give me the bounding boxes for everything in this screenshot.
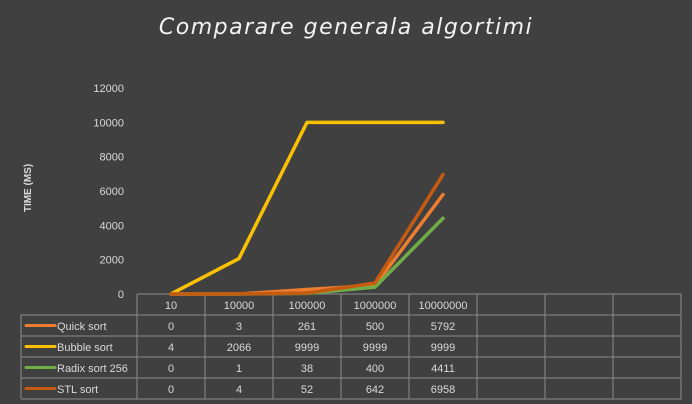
table-cell: 0 [168, 363, 174, 375]
table-cell: 4 [236, 384, 242, 396]
y-tick-label: 2000 [100, 255, 124, 267]
series-line [169, 120, 445, 296]
legend-label: Quick sort [57, 321, 107, 333]
y-tick-label: 8000 [100, 152, 124, 164]
x-category-label: 1000000 [354, 300, 397, 312]
table-cell: 500 [366, 321, 384, 333]
table-cell: 6958 [431, 384, 455, 396]
table-cell: 642 [366, 384, 384, 396]
y-tick-label: 10000 [93, 117, 124, 129]
series-line [169, 172, 445, 296]
plot-area [169, 120, 445, 296]
x-category-label: 10 [165, 300, 177, 312]
table-cell: 9999 [295, 342, 319, 354]
table-cell: 2066 [227, 342, 251, 354]
x-category-label: 10000 [224, 300, 255, 312]
table-cell: 38 [301, 363, 313, 375]
y-tick-label: 6000 [100, 186, 124, 198]
legend-label: Bubble sort [57, 342, 113, 354]
table-cell: 52 [301, 384, 313, 396]
table-cell: 0 [168, 321, 174, 333]
y-tick-label: 12000 [93, 83, 124, 95]
table-cell: 9999 [363, 342, 387, 354]
y-axis-label: TIME (MS) [23, 164, 34, 212]
y-tick-label: 4000 [100, 220, 124, 232]
table-cell: 4411 [431, 363, 455, 375]
table-cell: 1 [236, 363, 242, 375]
legend-label: Radix sort 256 [57, 363, 128, 375]
y-tick-label: 0 [118, 289, 124, 301]
table-cell: 3 [236, 321, 242, 333]
table-cell: 9999 [431, 342, 455, 354]
legend-label: STL sort [57, 384, 98, 396]
x-category-label: 10000000 [419, 300, 468, 312]
x-category-label: 100000 [289, 300, 326, 312]
table-cell: 261 [298, 321, 316, 333]
table-cell: 0 [168, 384, 174, 396]
table-cell: 4 [168, 342, 174, 354]
table-cell: 400 [366, 363, 384, 375]
table-cell: 5792 [431, 321, 455, 333]
chart-title: Comparare generala algortimi [159, 15, 533, 40]
y-axis: 0 2000 4000 6000 8000 10000 12000 [93, 83, 124, 301]
